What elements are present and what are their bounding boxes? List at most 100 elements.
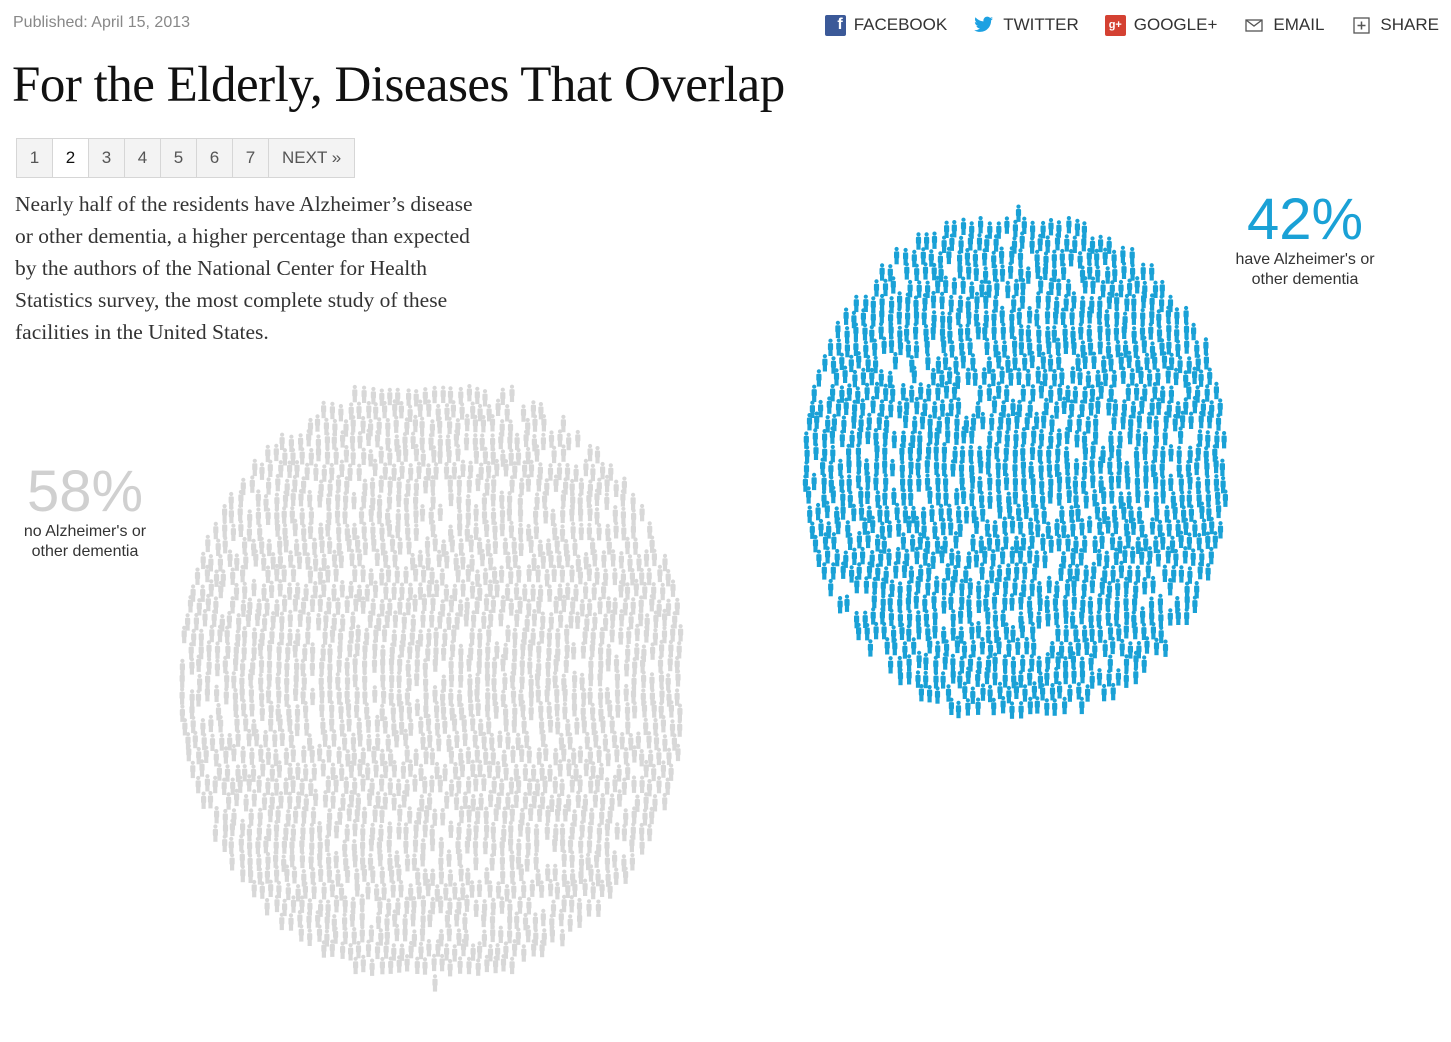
person-icon	[813, 442, 819, 460]
facebook-share-button[interactable]: f FACEBOOK	[824, 14, 947, 36]
person-icon	[970, 686, 976, 704]
person-icon	[604, 687, 610, 705]
person-icon	[261, 792, 268, 811]
person-icon	[430, 492, 436, 510]
person-icon	[240, 745, 246, 764]
person-icon	[274, 492, 280, 510]
page-2-button[interactable]: 2	[53, 139, 89, 177]
person-icon	[427, 909, 433, 928]
page-7-button[interactable]: 7	[233, 139, 269, 177]
person-icon	[967, 606, 973, 624]
person-icon	[583, 552, 589, 570]
person-icon	[379, 956, 385, 975]
person-icon	[251, 627, 258, 645]
person-icon	[624, 702, 631, 720]
next-page-button[interactable]: NEXT »	[282, 148, 342, 167]
person-icon	[532, 414, 538, 432]
person-icon	[566, 758, 572, 777]
page-6-button[interactable]: 6	[197, 139, 233, 177]
person-icon	[345, 749, 351, 767]
person-icon	[612, 505, 618, 523]
person-icon	[418, 716, 424, 734]
person-icon	[1209, 400, 1215, 418]
person-icon	[902, 505, 908, 524]
person-icon	[1053, 666, 1059, 685]
page-1-button[interactable]: 1	[17, 139, 53, 177]
person-icon	[1002, 593, 1008, 611]
person-icon	[959, 445, 966, 463]
person-icon	[465, 508, 471, 526]
person-icon	[313, 463, 319, 481]
person-icon	[405, 479, 411, 497]
person-icon	[361, 864, 367, 882]
person-icon	[580, 641, 586, 659]
person-icon	[1011, 236, 1018, 254]
person-icon	[485, 642, 491, 660]
person-icon	[1024, 412, 1030, 430]
person-icon	[835, 320, 841, 339]
person-icon	[1139, 396, 1145, 414]
person-icon	[991, 697, 997, 716]
person-icon	[562, 804, 568, 822]
person-icon	[818, 399, 824, 418]
person-icon	[344, 523, 350, 542]
person-icon	[511, 715, 517, 733]
person-icon	[463, 929, 469, 947]
person-icon	[475, 806, 481, 824]
person-icon	[621, 777, 627, 795]
person-icon	[878, 321, 884, 340]
person-icon	[828, 475, 834, 493]
person-icon	[864, 486, 871, 504]
person-icon	[429, 775, 435, 793]
twitter-share-button[interactable]: TWITTER	[973, 14, 1079, 36]
person-icon	[1036, 655, 1042, 674]
person-icon	[970, 639, 976, 658]
person-icon	[1037, 233, 1043, 252]
person-icon	[222, 536, 228, 554]
person-icon	[1009, 246, 1015, 264]
person-icon	[648, 749, 654, 767]
person-icon	[1101, 683, 1107, 702]
person-icon	[407, 806, 413, 824]
page-3-button[interactable]: 3	[89, 139, 125, 177]
person-icon	[547, 584, 553, 602]
person-icon	[301, 672, 307, 691]
person-icon	[999, 246, 1005, 264]
person-icon	[536, 658, 542, 677]
page-5-button[interactable]: 5	[161, 139, 197, 177]
person-icon	[432, 533, 438, 552]
person-icon	[507, 925, 513, 944]
person-icon	[515, 927, 521, 945]
person-icon	[494, 579, 500, 598]
person-icon	[916, 443, 922, 461]
person-icon	[1186, 356, 1192, 374]
person-icon	[1054, 233, 1061, 251]
person-icon	[257, 807, 263, 826]
person-icon	[581, 805, 587, 823]
person-icon	[933, 655, 939, 674]
person-icon	[1183, 517, 1189, 535]
person-icon	[618, 551, 624, 569]
person-icon	[477, 537, 483, 555]
googleplus-share-button[interactable]: g+ GOOGLE+	[1104, 14, 1217, 36]
person-icon	[1169, 352, 1175, 371]
page-4-button[interactable]: 4	[125, 139, 161, 177]
person-icon	[397, 597, 403, 615]
person-icon	[248, 668, 254, 687]
person-icon	[1070, 547, 1076, 566]
person-icon	[430, 593, 436, 611]
person-icon	[342, 912, 348, 931]
person-icon	[649, 594, 655, 612]
share-more-button[interactable]: SHARE	[1350, 14, 1439, 36]
person-icon	[1005, 355, 1011, 373]
person-icon	[1184, 607, 1190, 625]
person-icon	[940, 671, 946, 689]
person-icon	[533, 852, 539, 870]
person-icon	[422, 957, 428, 975]
person-icon	[897, 400, 903, 419]
email-share-button[interactable]: EMAIL	[1243, 14, 1324, 36]
person-icon	[1015, 204, 1022, 222]
person-icon	[504, 884, 510, 902]
person-icon	[452, 762, 459, 780]
person-icon	[675, 743, 681, 762]
